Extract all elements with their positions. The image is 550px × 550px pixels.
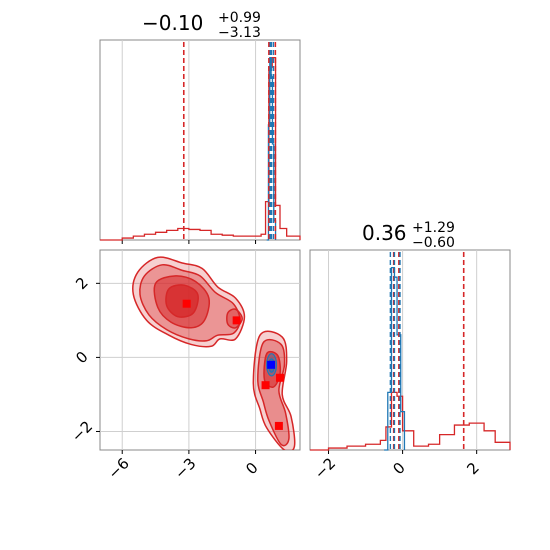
- marginal-histogram-param-y: −2 0 2: [309, 249, 511, 483]
- max-likelihood-marker: [261, 381, 270, 390]
- joint-y-tick-label: 2: [72, 274, 91, 293]
- title-y-sub: −0.60: [412, 235, 455, 251]
- title-y-main: 0.36: [362, 221, 407, 245]
- right-histogram-wide: [310, 391, 511, 451]
- contour-core: [165, 284, 199, 318]
- title-param-x: −0.10: [142, 11, 203, 35]
- top-frame: [99, 39, 301, 241]
- joint-y-tick-label: 0: [72, 348, 91, 367]
- joint-x-tick-label: 0: [242, 459, 261, 478]
- right-x-tick-label: 2: [463, 459, 482, 478]
- max-likelihood-marker: [182, 299, 191, 308]
- marginal-histogram-param-x: [99, 39, 301, 244]
- joint-density-panel: −6 −3 0 −2 0 2: [68, 249, 301, 483]
- title-param-y: 0.36: [362, 221, 407, 245]
- joint-y-tick-label: −2: [68, 417, 96, 445]
- title-x-sub: −3.13: [218, 25, 261, 41]
- joint-x-tick-label: −6: [105, 454, 133, 482]
- joint-x-tick-label: −3: [171, 454, 199, 482]
- right-x-tick-label: −2: [311, 454, 339, 482]
- right-x-tick-label: 0: [389, 459, 408, 478]
- title-x-sup: +0.99: [218, 10, 261, 26]
- max-likelihood-marker: [276, 373, 284, 382]
- title-y-sup: +1.29: [412, 220, 455, 236]
- right-frame: [309, 249, 511, 451]
- title-x-main: −0.10: [142, 11, 203, 35]
- max-likelihood-marker: [267, 360, 276, 369]
- joint-contours: [132, 256, 296, 450]
- max-likelihood-marker: [232, 316, 241, 325]
- max-likelihood-marker: [274, 421, 283, 430]
